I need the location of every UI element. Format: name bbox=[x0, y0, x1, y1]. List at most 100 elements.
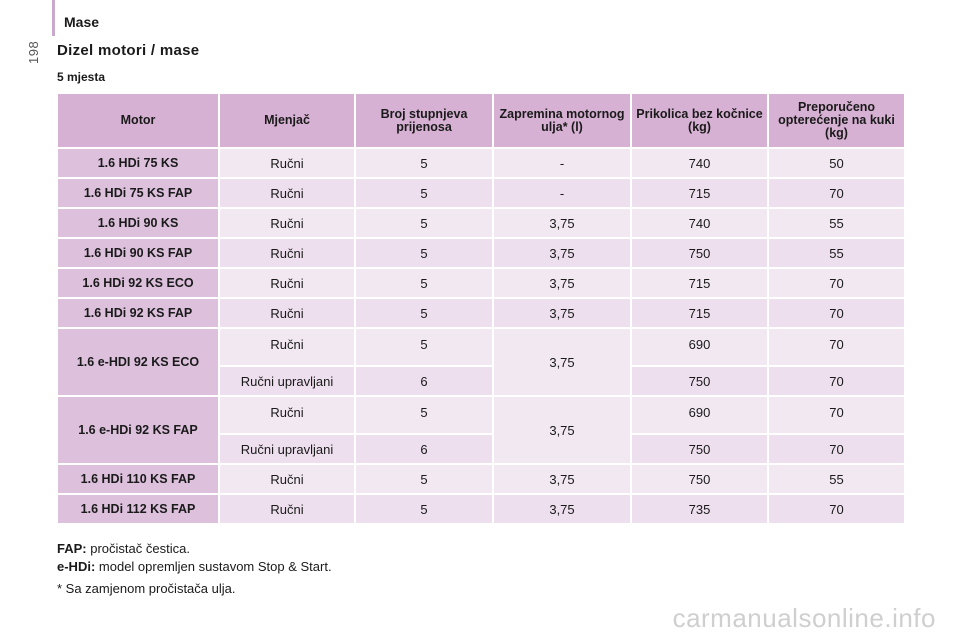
cell-gearbox: Ručni bbox=[218, 327, 356, 367]
header-oil-capacity: Zapremina motornog ulja* (l) bbox=[492, 92, 632, 149]
cell-motor: 1.6 HDi 75 KS FAP bbox=[56, 177, 220, 209]
page-heading: Dizel motori / mase bbox=[57, 42, 200, 59]
cell-gears: 5 bbox=[354, 327, 494, 367]
engine-mass-table: Motor Mjenjač Broj stupnjeva prijenosa Z… bbox=[56, 92, 906, 525]
cell-gears: 5 bbox=[354, 463, 494, 495]
cell-gearbox: Ručni bbox=[218, 147, 356, 179]
notes: FAP: pročistač čestica. e-HDi: model opr… bbox=[57, 540, 332, 576]
cell-hitch-load: 55 bbox=[767, 237, 906, 269]
cell-gearbox: Ručni bbox=[218, 493, 356, 525]
cell-oil-capacity: 3,75 bbox=[492, 267, 632, 299]
cell-trailer-unbraked: 715 bbox=[630, 177, 769, 209]
table-row: 1.6 e-HDi 92 KS FAP Ručni 5 3,75 690 70 bbox=[56, 395, 906, 465]
table-row: 1.6 HDi 75 KS FAP Ručni 5-715 70 bbox=[56, 177, 906, 209]
cell-trailer-unbraked: 750 bbox=[630, 365, 769, 397]
cell-motor: 1.6 HDi 92 KS FAP bbox=[56, 297, 220, 329]
cell-trailer-unbraked: 750 bbox=[630, 463, 769, 495]
cell-gears: 5 bbox=[354, 267, 494, 299]
cell-trailer-unbraked: 715 bbox=[630, 297, 769, 329]
note-ehdi: e-HDi: model opremljen sustavom Stop & S… bbox=[57, 558, 332, 576]
table-body: 1.6 HDi 75 KS Ručni 5-740 50 1.6 HDi 75 KS F… bbox=[56, 147, 906, 525]
cell-trailer-unbraked: 690 bbox=[630, 395, 769, 435]
table-row: Ručni upravljani 6 750 70 bbox=[57, 365, 906, 397]
cell-oil-capacity: 3,75 bbox=[492, 207, 632, 239]
table-row: 1.6 HDi 110 KS FAP Ručni 5 3,75 750 55 bbox=[56, 463, 906, 495]
cell-gears: 5 bbox=[354, 297, 494, 329]
cell-oil-capacity: 3,75 bbox=[492, 395, 632, 465]
side-accent-bar bbox=[52, 0, 55, 36]
cell-gearbox: Ručni bbox=[218, 177, 356, 209]
cell-gears: 6 bbox=[354, 433, 494, 465]
table-row: 1.6 HDi 112 KS FAP Ručni 5 3,75 735 70 bbox=[56, 493, 906, 525]
table-row: 1.6 HDi 90 KS Ručni 5 3,75 740 55 bbox=[56, 207, 906, 239]
cell-trailer-unbraked: 740 bbox=[630, 207, 769, 239]
cell-trailer-unbraked: 715 bbox=[630, 267, 769, 299]
cell-oil-capacity: 3,75 bbox=[492, 237, 632, 269]
watermark: carmanualsonline.info bbox=[672, 603, 936, 633]
page-number: 198 bbox=[26, 40, 41, 64]
cell-hitch-load: 70 bbox=[767, 395, 906, 435]
cell-gearbox: Ručni bbox=[218, 237, 356, 269]
cell-gears: 5 bbox=[354, 177, 494, 209]
header-gearbox: Mjenjač bbox=[218, 92, 356, 149]
table-header-row: Motor Mjenjač Broj stupnjeva prijenosa Z… bbox=[56, 92, 906, 149]
cell-trailer-unbraked: 735 bbox=[630, 493, 769, 525]
cell-motor: 1.6 HDi 112 KS FAP bbox=[56, 493, 220, 525]
table-row: 1.6 HDi 92 KS ECO Ručni 5 3,75 715 70 bbox=[56, 267, 906, 299]
cell-motor: 1.6 HDi 75 KS bbox=[56, 147, 220, 179]
cell-gearbox: Ručni bbox=[218, 297, 356, 329]
cell-oil-capacity: 3,75 bbox=[492, 297, 632, 329]
header-motor: Motor bbox=[56, 92, 220, 149]
cell-hitch-load: 70 bbox=[767, 365, 906, 397]
table-row: 1.6 HDi 90 KS FAP Ručni 5 3,75 750 55 bbox=[56, 237, 906, 269]
cell-gears: 5 bbox=[354, 493, 494, 525]
cell-gears: 5 bbox=[354, 237, 494, 269]
table-row: 1.6 HDi 75 KS Ručni 5-740 50 bbox=[56, 147, 906, 179]
cell-gears: 5 bbox=[354, 147, 494, 179]
note-text: model opremljen sustavom Stop & Start. bbox=[98, 559, 332, 574]
cell-trailer-unbraked: 690 bbox=[630, 327, 769, 367]
cell-motor: 1.6 HDi 90 KS bbox=[56, 207, 220, 239]
note-fap: FAP: pročistač čestica. bbox=[57, 540, 332, 558]
cell-motor: 1.6 HDi 92 KS ECO bbox=[56, 267, 220, 299]
footnote: * Sa zamjenom pročistača ulja. bbox=[57, 581, 236, 596]
cell-oil-capacity: - bbox=[492, 147, 632, 179]
cell-gears: 6 bbox=[354, 365, 494, 397]
cell-oil-capacity: - bbox=[492, 177, 632, 209]
cell-gearbox: Ručni bbox=[218, 207, 356, 239]
cell-hitch-load: 70 bbox=[767, 177, 906, 209]
cell-oil-capacity: 3,75 bbox=[492, 327, 632, 397]
cell-gearbox: Ručni upravljani bbox=[218, 433, 356, 465]
cell-motor: 1.6 e-HDi 92 KS FAP bbox=[56, 395, 220, 465]
cell-gearbox: Ručni bbox=[218, 395, 356, 435]
cell-trailer-unbraked: 740 bbox=[630, 147, 769, 179]
cell-gearbox: Ručni bbox=[218, 267, 356, 299]
section-title: Mase bbox=[64, 14, 100, 30]
note-text: pročistač čestica. bbox=[90, 541, 190, 556]
cell-hitch-load: 55 bbox=[767, 463, 906, 495]
cell-motor: 1.6 e-HDI 92 KS ECO bbox=[56, 327, 220, 397]
cell-oil-capacity: 3,75 bbox=[492, 493, 632, 525]
table-row: 1.6 e-HDI 92 KS ECO Ručni 5 3,75 690 70 bbox=[56, 327, 906, 397]
cell-gearbox: Ručni upravljani bbox=[218, 365, 356, 397]
cell-gears: 5 bbox=[354, 395, 494, 435]
cell-gearbox: Ručni bbox=[218, 463, 356, 495]
table-row: Ručni upravljani 6 750 70 bbox=[57, 433, 906, 465]
cell-hitch-load: 70 bbox=[767, 433, 906, 465]
cell-motor: 1.6 HDi 90 KS FAP bbox=[56, 237, 220, 269]
cell-hitch-load: 70 bbox=[767, 493, 906, 525]
cell-hitch-load: 55 bbox=[767, 207, 906, 239]
note-term: FAP: bbox=[57, 541, 87, 556]
cell-trailer-unbraked: 750 bbox=[630, 433, 769, 465]
header-trailer-unbraked: Prikolica bez kočnice (kg) bbox=[630, 92, 769, 149]
cell-hitch-load: 50 bbox=[767, 147, 906, 179]
cell-hitch-load: 70 bbox=[767, 297, 906, 329]
header-hitch-load: Preporučeno opterećenje na kuki (kg) bbox=[767, 92, 906, 149]
cell-motor: 1.6 HDi 110 KS FAP bbox=[56, 463, 220, 495]
table-row: 1.6 HDi 92 KS FAP Ručni 5 3,75 715 70 bbox=[56, 297, 906, 329]
cell-hitch-load: 70 bbox=[767, 327, 906, 367]
subheading: 5 mjesta bbox=[57, 70, 106, 84]
note-term: e-HDi: bbox=[57, 559, 96, 574]
header-gears: Broj stupnjeva prijenosa bbox=[354, 92, 494, 149]
cell-trailer-unbraked: 750 bbox=[630, 237, 769, 269]
